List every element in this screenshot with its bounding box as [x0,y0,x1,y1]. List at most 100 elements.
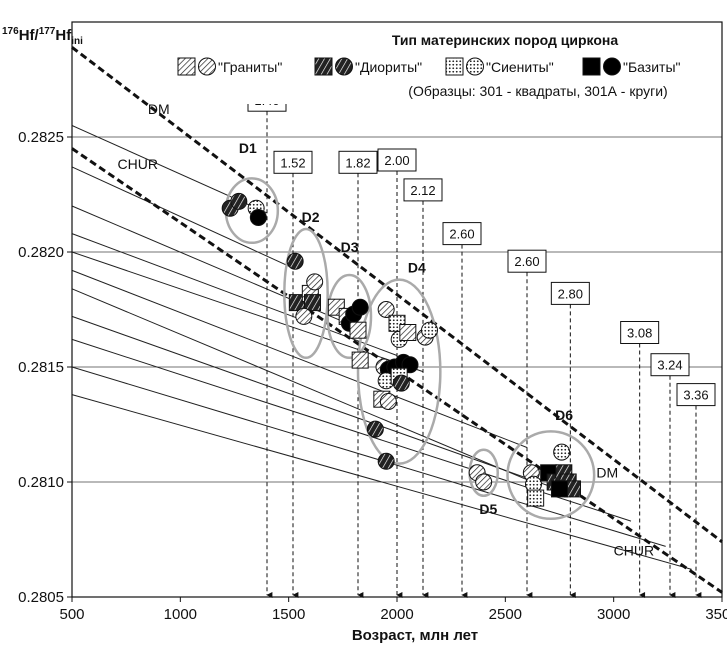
group-ellipses [224,177,596,521]
reference-line-label: CHUR [614,543,654,559]
evolution-line [71,315,571,494]
legend-entry-label: "Базиты" [623,59,681,75]
evolution-line [71,233,398,356]
data-point-circle [230,192,248,210]
legend-swatch-circle [198,57,216,76]
data-point-square [351,351,369,369]
data-point-circle [351,298,369,316]
model-age-box [403,178,443,202]
group-label: D5 [479,501,497,517]
ylabel-sup1: 176 [2,26,19,37]
model-age-box [442,222,482,246]
model-age-label: 2.60 [449,227,474,242]
legend-note: (Образцы: 301 - квадраты, 301А - круги) [408,83,667,99]
data-point-circle [295,307,313,325]
group-ellipse-d4 [356,278,442,465]
y-tick-label: 0.2810 [18,474,64,491]
x-axis-title: Возраст, млн лет [352,627,478,644]
model-age-label: 2.12 [410,183,435,198]
x-tick-label: 1000 [164,606,197,623]
legend-swatch-square [314,57,333,76]
legend-swatch-square [445,57,464,76]
evolution-line [71,394,692,570]
model-age-label: 2.80 [558,286,583,301]
model-age-label: 1.52 [280,155,305,170]
data-point-circle [553,443,571,461]
reference-line-label: DM [148,101,170,117]
data-point-square [304,294,321,312]
group-ellipse-d3 [326,273,373,360]
evolution-lines [71,125,692,570]
model-age-label: 1.82 [345,155,370,170]
x-tick-label: 1500 [272,606,305,623]
group-ellipse-d6 [506,430,596,521]
group-ellipse-d2 [283,227,329,360]
model-age-box [273,150,313,174]
data-point-square [399,324,417,341]
reference-line-chur [71,147,723,594]
ylabel-main1: Hf/ [19,27,40,44]
x-tick-label: 2000 [380,606,413,623]
data-point-circle [379,393,397,410]
model-age-box [550,281,590,305]
legend-swatch-square [177,57,196,76]
data-point-circle [249,209,267,226]
group-label: D1 [239,140,257,156]
y-axis-title: 176Hf/177Hfini [2,26,83,47]
model-age-box [620,321,660,344]
legend-entry-label: "Сиениты" [486,59,554,75]
y-axis-title-text: 176Hf/177Hfini [2,26,83,47]
legend-background [168,24,720,104]
reference-line-label: DM [596,464,618,480]
data-point-circle [366,420,384,438]
model-age-box [377,148,417,172]
y-tick-label: 0.2815 [18,359,64,376]
y-tick-label: 0.2820 [18,244,64,261]
data-point-square [349,321,367,339]
x-tick-label: 3000 [597,606,630,623]
legend-swatch-circle [335,57,353,76]
data-point-circle [392,374,410,392]
data-point-circle [286,252,304,270]
legend: Тип материнских пород циркона "Граниты" "… [168,24,720,104]
legend-entry-label: "Граниты" [218,59,282,75]
group-label: D2 [302,209,320,225]
legend-entry-label: "Диориты" [355,59,422,75]
group-label: D4 [408,260,426,276]
ylabel-main2: Hf [55,27,72,44]
data-point-circle [377,452,395,470]
data-point-circle [475,473,493,491]
reference-line-label: CHUR [118,156,158,172]
model-age-label: 3.36 [683,388,708,403]
reference-line-dm [71,46,723,543]
evolution-line [71,269,528,448]
reference-lines [71,46,723,594]
model-age-box [650,353,690,377]
x-tick-label: 500 [59,606,84,623]
legend-swatch-circle [603,57,621,76]
data-point-square [527,489,545,507]
model-age-box [507,249,547,273]
data-point-circle [377,301,395,318]
legend-swatch-square [582,57,601,76]
model-age-label: 2.60 [514,254,539,269]
annotations: D1 D2 D3 D4 D5 D6 DM CHUR DM CHUR [118,101,655,559]
data-point-circle [306,273,324,291]
data-point-circle [421,321,438,339]
legend-title: Тип материнских пород циркона [392,32,619,48]
evolution-line [71,166,294,269]
model-age-label: 3.24 [657,358,682,373]
model-age-label: 3.08 [627,326,652,341]
model-age-markers: 1.401.521.822.002.122.602.602.803.083.24… [247,88,716,598]
model-age-box [676,383,716,407]
ylabel-sup2: 177 [39,26,56,37]
y-tick-label: 0.2825 [18,129,64,146]
legend-swatch-circle [466,57,484,76]
ylabel-sub: ini [71,36,83,47]
legend-entries: "Граниты" "Диориты" "Сиениты" "Базиты" [177,57,681,76]
y-tick-label: 0.2805 [18,589,64,606]
evolution-line [71,366,666,547]
model-age-box [338,150,378,174]
